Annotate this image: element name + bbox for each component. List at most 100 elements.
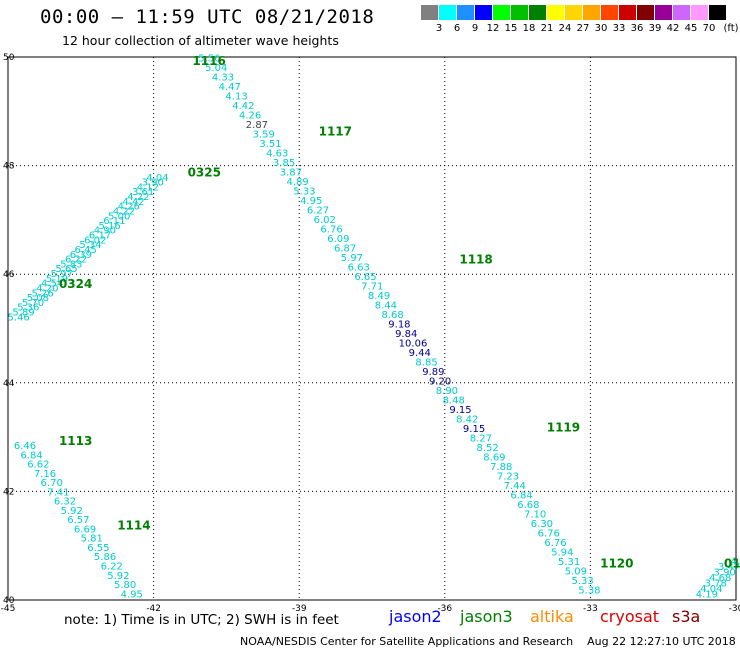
swh-reading: 5.16 [98,221,120,232]
swh-reading: 6.65 [354,272,376,283]
legend-label: 27 [576,23,590,34]
legend-swatch [439,5,456,20]
swh-reading: 5.33 [293,186,315,197]
sat-cryosat: cryosat [600,607,660,626]
lon-tick-label: -39 [292,604,307,614]
legend-swatch [619,5,636,20]
lon-tick-label: -36 [437,604,452,614]
swh-reading: 6.22 [65,255,87,266]
swh-reading: 2.87 [246,120,268,131]
swh-reading: 6.30 [531,519,553,530]
lat-tick-label: 44 [3,379,15,389]
swh-reading: 6.57 [67,515,89,526]
swh-reading: 5.33 [572,576,594,587]
swh-reading: 6.70 [41,478,63,489]
swh-reading: 9.18 [388,319,410,330]
legend-swatch [601,5,618,20]
swh-reading: 5.04 [205,63,227,74]
legend-swatch [547,5,564,20]
swh-reading: 6.84 [21,450,43,461]
swh-reading: 4.42 [232,101,254,112]
swh-reading: 5.80 [114,580,136,591]
swh-reading: 6.68 [517,500,539,511]
swh-reading: 8.52 [477,443,499,454]
legend-label: 30 [594,23,608,34]
swh-reading: 6.39 [70,250,92,261]
pass-label: 1120 [600,556,633,570]
swh-reading: 6.45 [75,245,97,256]
legend-label: 45 [684,23,698,34]
pass-label: 1116 [192,54,225,68]
lat-tick-label: 50 [3,53,15,63]
swh-reading: 8.49 [368,291,390,302]
swh-reading: 4.33 [212,72,234,83]
legend-swatch [475,5,492,20]
swh-reading: 4.20 [36,283,58,294]
swh-reading: 6.76 [320,224,342,235]
swh-reading: 7.10 [524,509,546,520]
swh-reading: 6.22 [101,561,123,572]
swh-reading: 5.86 [94,552,116,563]
legend-label: 6 [453,23,461,34]
pass-label: 1117 [319,125,352,139]
altimeter-tracks: 5.465.895.365.705.085.264.204.545.195.97… [8,53,740,600]
swh-reading: 3.85 [273,158,295,169]
lat-tick-label: 40 [3,596,15,606]
swh-reading: 7.71 [361,281,383,292]
swh-reading: 5.38 [578,585,600,596]
legend-label: 3 [435,23,443,34]
swh-reading: 3.51 [259,139,281,150]
swh-reading: 4.22 [127,192,149,203]
swh-reading: 4.26 [239,110,261,121]
legend-swatch [565,5,582,20]
swh-reading: 4.19 [696,589,718,600]
swh-reading: 8.69 [483,452,505,463]
swh-reading: 4.42 [122,197,144,208]
swh-reading: 9.20 [429,376,451,387]
swh-reading: 4.95 [300,196,322,207]
legend-label: 12 [486,23,500,34]
swh-reading: 5.26 [31,288,53,299]
swh-reading: 6.76 [538,528,560,539]
swh-reading: 5.89 [12,308,34,319]
swh-reading: 5.97 [341,253,363,264]
swh-reading: 8.42 [456,414,478,425]
swh-reading: 6.69 [74,524,96,535]
legend-label: 18 [522,23,536,34]
swh-reading: 4.68 [709,573,731,584]
swh-reading: 4.13 [225,91,247,102]
legend-swatch [529,5,546,20]
swh-reading: 8.48 [443,395,465,406]
legend-label: 9 [471,23,479,34]
swh-reading: 8.68 [382,310,404,321]
map-frame [7,56,737,601]
legend-label: 42 [666,23,680,34]
swh-reading: 5.65 [55,264,77,275]
swh-reading: 8.27 [470,433,492,444]
swh-reading: 4.47 [219,82,241,93]
legend-swatch [673,5,690,20]
sat-jason3: jason3 [460,607,513,626]
swh-reading: 8.90 [436,386,458,397]
swh-reading: 6.55 [87,543,109,554]
swh-reading: 6.87 [334,243,356,254]
swh-reading: 5.92 [61,506,83,517]
swh-reading: 4 [730,557,736,568]
swh-reading: 4.63 [266,148,288,159]
pass-label: 0325 [188,165,221,179]
lat-tick-label: 46 [3,270,15,280]
legend-label: 39 [648,23,662,34]
swh-reading: 3.61 [132,187,154,198]
swh-reading: 5.19 [46,274,68,285]
swh-reading: 8.85 [415,357,437,368]
swh-reading: 3.59 [253,129,275,140]
swh-reading: 3.47 [718,562,740,573]
swh-reading: 5.34 [79,240,101,251]
swh-reading: 3.90 [714,568,736,579]
legend-swatch [493,5,510,20]
legend-label: 33 [612,23,626,34]
swh-reading: 8.44 [375,300,397,311]
legend-label: 36 [630,23,644,34]
